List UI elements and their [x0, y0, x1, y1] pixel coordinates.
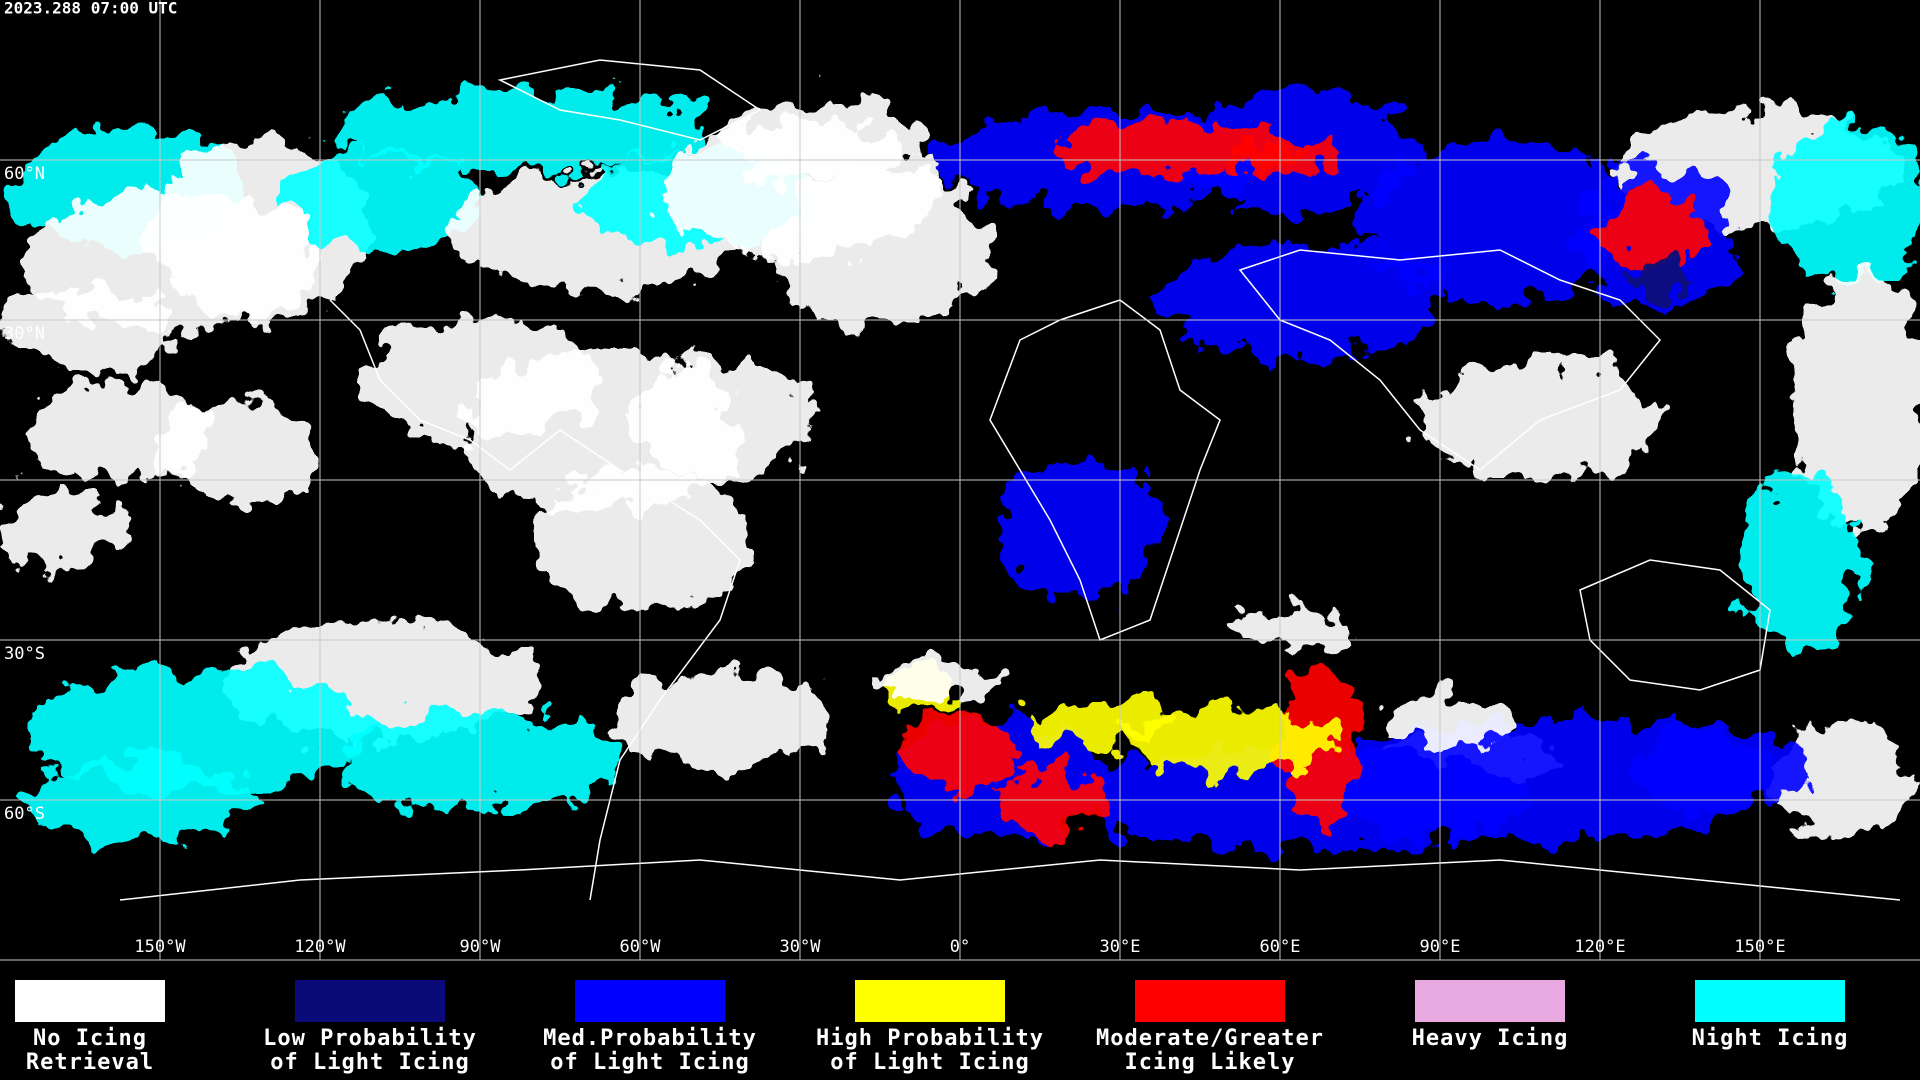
- imagery-blob: [630, 360, 810, 480]
- legend-label: Med.Probability: [543, 1026, 757, 1051]
- legend-swatch: [1415, 980, 1565, 1022]
- imagery-blob: [1740, 470, 1860, 650]
- latitude-label: 60°N: [4, 164, 45, 184]
- longitude-label: 30°E: [1100, 937, 1141, 957]
- imagery-blob: [1630, 260, 1690, 300]
- longitude-label: 60°W: [620, 937, 662, 957]
- imagery-blob: [0, 290, 180, 370]
- imagery-blob: [0, 490, 120, 570]
- legend-swatch: [575, 980, 725, 1022]
- legend-label: Moderate/Greater: [1096, 1026, 1324, 1051]
- legend-label: Icing Likely: [1125, 1050, 1296, 1075]
- legend-label: High Probability: [816, 1026, 1044, 1051]
- graticule: 150°W 120°W 90°W 60°W 30°W 0° 30°E 60°E 90°E 120°…: [0, 0, 1920, 961]
- coastline: [1238, 249, 1662, 471]
- imagery-blob: [1390, 695, 1510, 745]
- legend-label: Retrieval: [26, 1050, 154, 1075]
- imagery-blob: [1160, 240, 1440, 360]
- coastline: [329, 299, 741, 901]
- legend-label: Heavy Icing: [1412, 1026, 1569, 1051]
- satellite-imagery: [0, 90, 1920, 850]
- legend-swatch: [295, 980, 445, 1022]
- longitude-label: 0°: [950, 937, 970, 957]
- imagery-blob: [1120, 710, 1340, 770]
- latitude-label: 30°N: [4, 324, 45, 344]
- legend-label: of Light Icing: [550, 1050, 749, 1075]
- latitude-label: 60°S: [4, 804, 45, 824]
- legend-label: Night Icing: [1692, 1026, 1849, 1051]
- coastline: [497, 59, 762, 141]
- legend-swatch: [15, 980, 165, 1022]
- imagery-blob: [280, 150, 480, 250]
- imagery-blob: [720, 100, 920, 180]
- legend-item: Night Icing: [1692, 980, 1849, 1051]
- imagery-blob: [770, 170, 990, 330]
- imagery-blob: [1230, 610, 1350, 650]
- longitude-label: 150°W: [134, 937, 186, 957]
- imagery-blob: [1630, 730, 1810, 810]
- imagery-blob: [1360, 140, 1640, 300]
- coastline: [989, 299, 1221, 641]
- imagery-blob: [1030, 695, 1170, 745]
- legend-swatch: [855, 980, 1005, 1022]
- legend-label: of Light Icing: [830, 1050, 1029, 1075]
- imagery-blob: [30, 670, 370, 790]
- longitude-label: 90°E: [1420, 937, 1461, 957]
- imagery-blob: [1790, 270, 1920, 530]
- legend-label: Low Probability: [263, 1026, 477, 1051]
- latitude-label: 30°S: [4, 644, 45, 664]
- imagery-blob: [330, 90, 710, 170]
- longitude-label: 90°W: [460, 937, 502, 957]
- legend-item: Heavy Icing: [1412, 980, 1569, 1051]
- legend-swatch: [1695, 980, 1845, 1022]
- imagery-blob: [1600, 190, 1700, 270]
- imagery-blob: [160, 400, 320, 500]
- longitude-label: 120°E: [1574, 937, 1625, 957]
- longitude-label: 150°E: [1734, 937, 1785, 957]
- longitude-label: 120°W: [294, 937, 346, 957]
- imagery-blob: [1770, 720, 1910, 840]
- longitude-label: 60°E: [1260, 937, 1301, 957]
- timestamp: 2023.288 07:00 UTC: [4, 0, 177, 18]
- imagery-blob: [880, 660, 1000, 700]
- legend-swatch: [1135, 980, 1285, 1022]
- longitude-label: 30°W: [780, 937, 822, 957]
- imagery-blob: [610, 670, 830, 770]
- legend-label: No Icing: [33, 1026, 147, 1051]
- legend-label: of Light Icing: [270, 1050, 469, 1075]
